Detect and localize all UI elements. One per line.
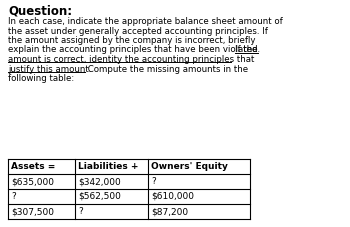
Text: $342,000: $342,000 (78, 177, 121, 186)
Text: Question:: Question: (8, 5, 72, 18)
Text: Owners' Equity: Owners' Equity (151, 162, 228, 171)
Text: ?: ? (78, 207, 83, 216)
Text: Liabilities +: Liabilities + (78, 162, 139, 171)
Text: Assets =: Assets = (11, 162, 55, 171)
Text: $610,000: $610,000 (151, 192, 194, 201)
Text: the amount assigned by the company is incorrect, briefly: the amount assigned by the company is in… (8, 36, 256, 45)
Text: justify this amount.: justify this amount. (8, 64, 91, 74)
Text: ?: ? (11, 192, 16, 201)
Text: $562,500: $562,500 (78, 192, 121, 201)
Text: following table:: following table: (8, 74, 74, 83)
Text: Compute the missing amounts in the: Compute the missing amounts in the (85, 64, 248, 74)
Text: the asset under generally accepted accounting principles. If: the asset under generally accepted accou… (8, 27, 268, 35)
Text: If the: If the (235, 45, 258, 54)
Text: $635,000: $635,000 (11, 177, 54, 186)
Text: $307,500: $307,500 (11, 207, 54, 216)
Text: $87,200: $87,200 (151, 207, 188, 216)
Text: In each case, indicate the appropriate balance sheet amount of: In each case, indicate the appropriate b… (8, 17, 283, 26)
Text: ?: ? (151, 177, 156, 186)
Text: amount is correct, identity the accounting principles that: amount is correct, identity the accounti… (8, 55, 254, 64)
Text: explain the accounting principles that have been violated.: explain the accounting principles that h… (8, 45, 263, 54)
